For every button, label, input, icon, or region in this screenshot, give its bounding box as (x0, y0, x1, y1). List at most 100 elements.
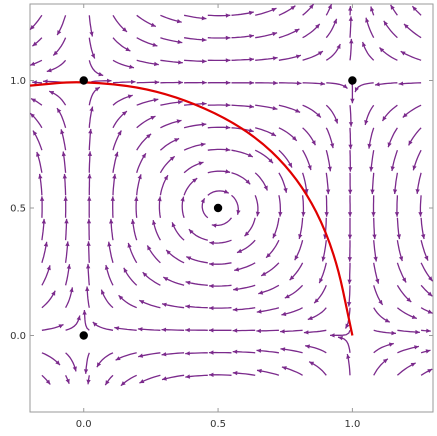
stream-arrowhead (324, 212, 329, 217)
stream-arrowhead (284, 294, 290, 299)
stream-arrowhead (208, 372, 214, 377)
stream-arrowhead (63, 196, 68, 201)
stream-line (88, 86, 101, 106)
stream-arrowhead (171, 222, 176, 228)
stream-arrowhead (244, 231, 250, 237)
stream-arrowhead (49, 91, 55, 95)
stream-arrowhead (263, 185, 268, 191)
stream-arrowhead (272, 233, 277, 239)
stream-arrowhead (319, 278, 324, 284)
stream-arrowhead (192, 178, 198, 183)
stream-arrowhead (225, 13, 231, 18)
stream-arrowhead (383, 20, 388, 26)
stream-arrowhead (104, 265, 109, 270)
stream-arrowhead (292, 136, 297, 141)
stream-arrowhead (375, 82, 380, 87)
stream-arrowhead (256, 348, 262, 353)
stream-arrowhead (257, 368, 262, 374)
stream-arrowhead (43, 79, 48, 84)
stream-arrowhead (200, 198, 205, 204)
stream-arrowhead (345, 323, 350, 329)
stream-arrowhead (256, 309, 262, 314)
stream-arrowhead (384, 318, 390, 323)
stream-arrowhead (201, 122, 207, 127)
stream-arrowhead (198, 161, 204, 166)
stream-line (354, 82, 374, 93)
stream-arrowhead (315, 23, 320, 29)
stream-arrowhead (336, 44, 341, 49)
stream-arrowhead (426, 328, 431, 333)
stream-arrowhead (404, 23, 409, 29)
stream-arrowhead (327, 166, 332, 172)
stream-arrowhead (223, 189, 229, 194)
stream-arrowhead (424, 255, 429, 261)
stream-arrowhead (295, 54, 301, 59)
stream-arrowhead (201, 16, 207, 21)
stream-arrowhead (94, 87, 100, 92)
stream-arrowhead (365, 17, 370, 23)
stream-arrowhead (138, 353, 144, 358)
stream-arrowhead (273, 80, 278, 86)
stream-arrowhead (271, 131, 276, 136)
stream-arrowhead (202, 59, 207, 64)
stream-arrowhead (415, 329, 420, 335)
stream-arrowhead (32, 41, 38, 47)
stream-arrowhead (233, 287, 238, 292)
stream-arrowhead (142, 272, 148, 277)
stream-line (65, 315, 81, 331)
stream-arrowhead (311, 140, 316, 146)
stream-arrowhead (180, 196, 185, 202)
stream-arrowhead (402, 277, 407, 283)
stream-arrowhead (137, 327, 143, 332)
stream-arrowhead (122, 111, 127, 116)
stream-arrowhead (127, 242, 132, 248)
stream-arrowhead (161, 352, 167, 357)
stream-arrowhead (118, 295, 124, 300)
stream-arrowhead (38, 173, 43, 179)
stream-line (337, 336, 351, 353)
stream-arrowhead (150, 22, 156, 27)
stream-arrowhead (303, 330, 309, 335)
stream-arrowhead (427, 309, 433, 314)
stream-arrowhead (225, 35, 231, 41)
stream-arrowhead (62, 173, 67, 179)
stream-arrowhead (294, 255, 299, 261)
stream-arrowhead (188, 229, 194, 234)
stream-arrowhead (177, 100, 183, 105)
stream-arrowhead (232, 307, 238, 312)
stream-arrowhead (115, 356, 121, 361)
stream-arrowhead (348, 6, 353, 11)
stream-arrowhead (177, 39, 183, 44)
stream-arrowhead (86, 379, 91, 385)
stream-line (88, 60, 104, 77)
stream-arrowhead (122, 27, 127, 32)
stream-arrowhead (391, 330, 396, 336)
stream-arrowhead (76, 315, 81, 321)
stream-arrowhead (89, 31, 94, 37)
stream-arrowhead (414, 345, 419, 350)
stream-arrowhead (139, 300, 145, 305)
stream-arrowhead (202, 101, 207, 106)
stream-arrowhead (87, 173, 92, 179)
stream-arrowhead (176, 119, 182, 124)
stream-arrowhead (178, 60, 183, 65)
stream-arrowhead (348, 144, 353, 150)
stream-arrowhead (225, 58, 231, 63)
stream-arrowhead (348, 16, 353, 21)
stream-arrowhead (174, 138, 180, 143)
stream-arrowhead (418, 212, 423, 217)
stream-arrowhead (166, 249, 171, 255)
stream-arrowhead (110, 196, 115, 201)
stream-arrowhead (289, 275, 295, 281)
stream-arrowhead (208, 328, 214, 333)
stream-arrowhead (236, 209, 241, 215)
equilibrium-point (213, 203, 223, 213)
stream-arrowhead (55, 360, 60, 366)
x-tick-label: 1.0 (344, 419, 360, 430)
stream-arrowhead (256, 328, 261, 334)
stream-arrowhead (378, 299, 383, 305)
stream-arrowhead (317, 51, 323, 56)
stream-arrowhead (57, 30, 62, 36)
y-axis-ticks: 0.0 0.5 1.0 (10, 76, 433, 342)
stream-arrowhead (249, 80, 255, 85)
